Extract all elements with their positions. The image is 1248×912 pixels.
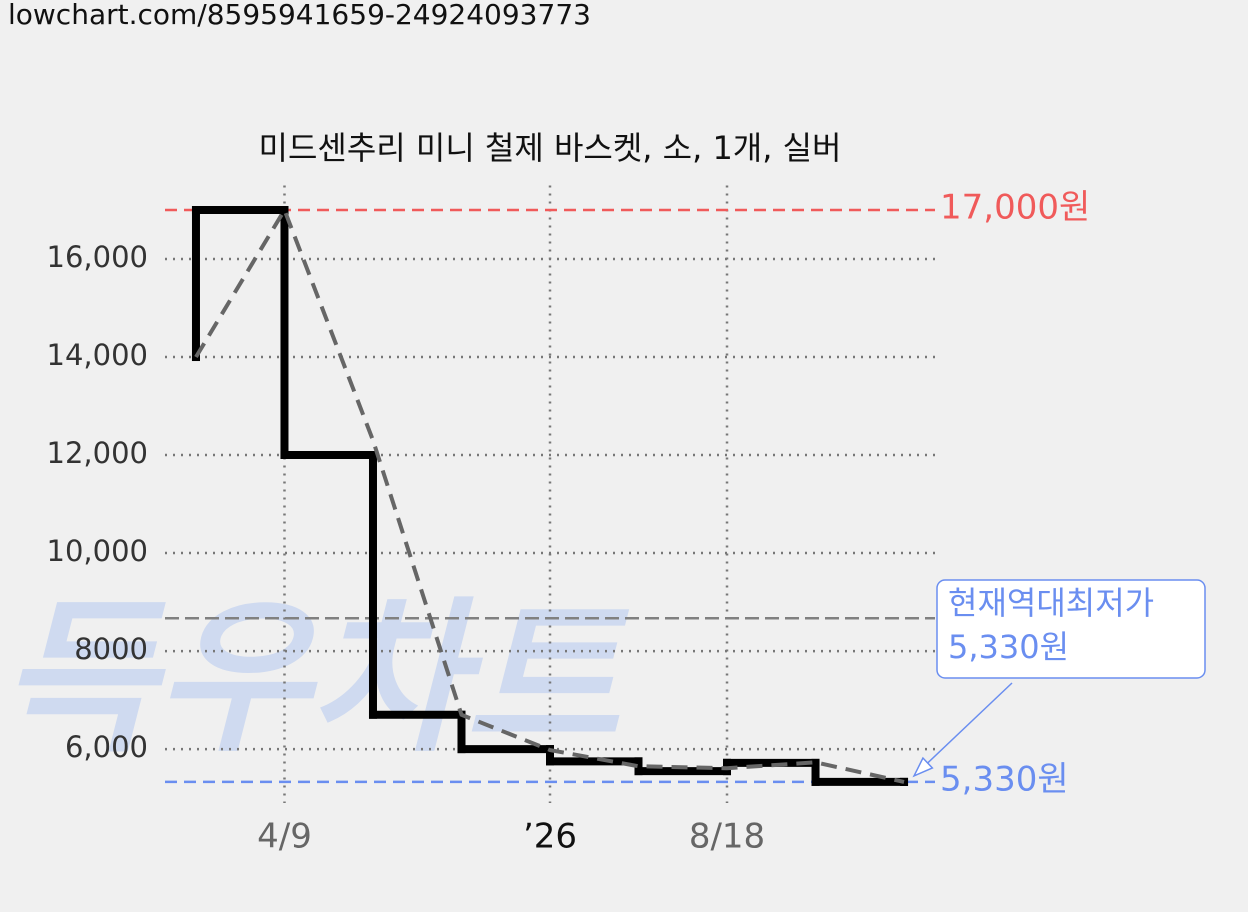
annotation-text: 5,330원 xyxy=(948,628,1069,666)
x-tick-label: 4/9 xyxy=(257,817,312,857)
y-tick-label: 12,000 xyxy=(47,436,148,470)
y-tick-label: 6,000 xyxy=(65,730,148,764)
x-tick-label: ’26 xyxy=(523,817,577,857)
annotation-box xyxy=(936,579,1206,679)
chart-title: 미드센추리 미니 철제 바스켓, 소, 1개, 실버 xyxy=(259,129,842,167)
annotation-arrow xyxy=(913,682,1013,777)
x-tick-label: 8/18 xyxy=(689,817,765,857)
y-tick-label: 16,000 xyxy=(47,240,148,274)
y-tick-label: 8000 xyxy=(74,632,148,666)
reference-label: 17,000원 xyxy=(940,188,1090,228)
arrow-head xyxy=(912,756,934,778)
watermark: 득우차트 xyxy=(0,582,629,774)
reference-label: 5,330원 xyxy=(940,759,1069,799)
trend-line xyxy=(194,205,905,784)
url: lowchart.com/8595941659-24924093773 xyxy=(8,0,591,31)
annotation-text: 현재역대최저가 xyxy=(948,584,1154,622)
y-tick-label: 10,000 xyxy=(47,534,148,568)
y-tick-label: 14,000 xyxy=(47,338,148,372)
